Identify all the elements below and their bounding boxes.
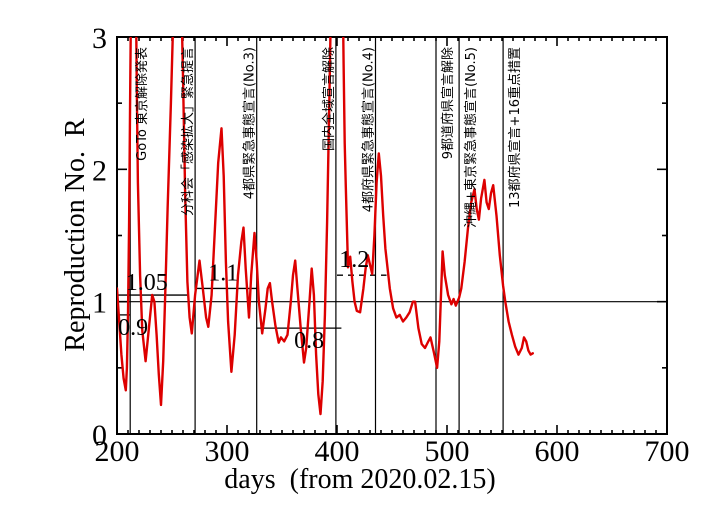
event-labels: GoTo 東京解除発表 分科会「感染拡大」緊急提言 4都県緊急事態宣言(No.3) 国… [134, 47, 523, 228]
y-tick-label: 0 [92, 419, 107, 452]
event-label: 4都県緊急事態宣言(No.3) [242, 47, 258, 199]
level-value-label: 1.05 [126, 270, 168, 296]
x-tick-label: 300 [205, 435, 250, 468]
level-annotation-labels: 0.9 1.05 1.1 0.8 1.2 [118, 247, 369, 354]
level-value-label: 0.8 [294, 328, 324, 354]
y-tick-labels: 0 1 2 3 [92, 22, 107, 452]
x-tick-label: 500 [425, 435, 470, 468]
x-tick-label: 700 [645, 435, 690, 468]
y-axis-title: Reproduction No. R [60, 118, 91, 352]
y-tick-label: 1 [92, 287, 107, 320]
event-label: 分科会「感染拡大」緊急提言 [180, 47, 196, 216]
x-tick-label: 400 [315, 435, 360, 468]
x-tick-label: 600 [535, 435, 580, 468]
event-label: 9都道府県宣言解除 [440, 47, 456, 159]
y-tick-label: 3 [92, 22, 107, 55]
level-value-label: 1.2 [339, 247, 369, 273]
event-label: 13都府県宣言+16重点措置 [507, 47, 523, 208]
event-label: 沖縄+東京緊急事態宣言(No.5) [463, 47, 479, 228]
event-label: 4都府県緊急事態宣言(No.4) [361, 47, 377, 212]
event-label: GoTo 東京解除発表 [134, 47, 150, 161]
y-tick-label: 2 [92, 154, 107, 187]
x-tick-labels: 200 300 400 500 600 700 [95, 435, 690, 468]
level-value-label: 1.1 [208, 260, 238, 286]
r-curve [117, 37, 534, 416]
level-value-label: 0.9 [118, 315, 148, 341]
x-tick-label: 200 [95, 435, 140, 468]
event-label: 国内全域宣言解除 [321, 47, 337, 151]
x-axis-title: days (from 2020.02.15) [224, 464, 496, 495]
axis-ticks [116, 36, 668, 435]
plot-frame [116, 36, 668, 435]
